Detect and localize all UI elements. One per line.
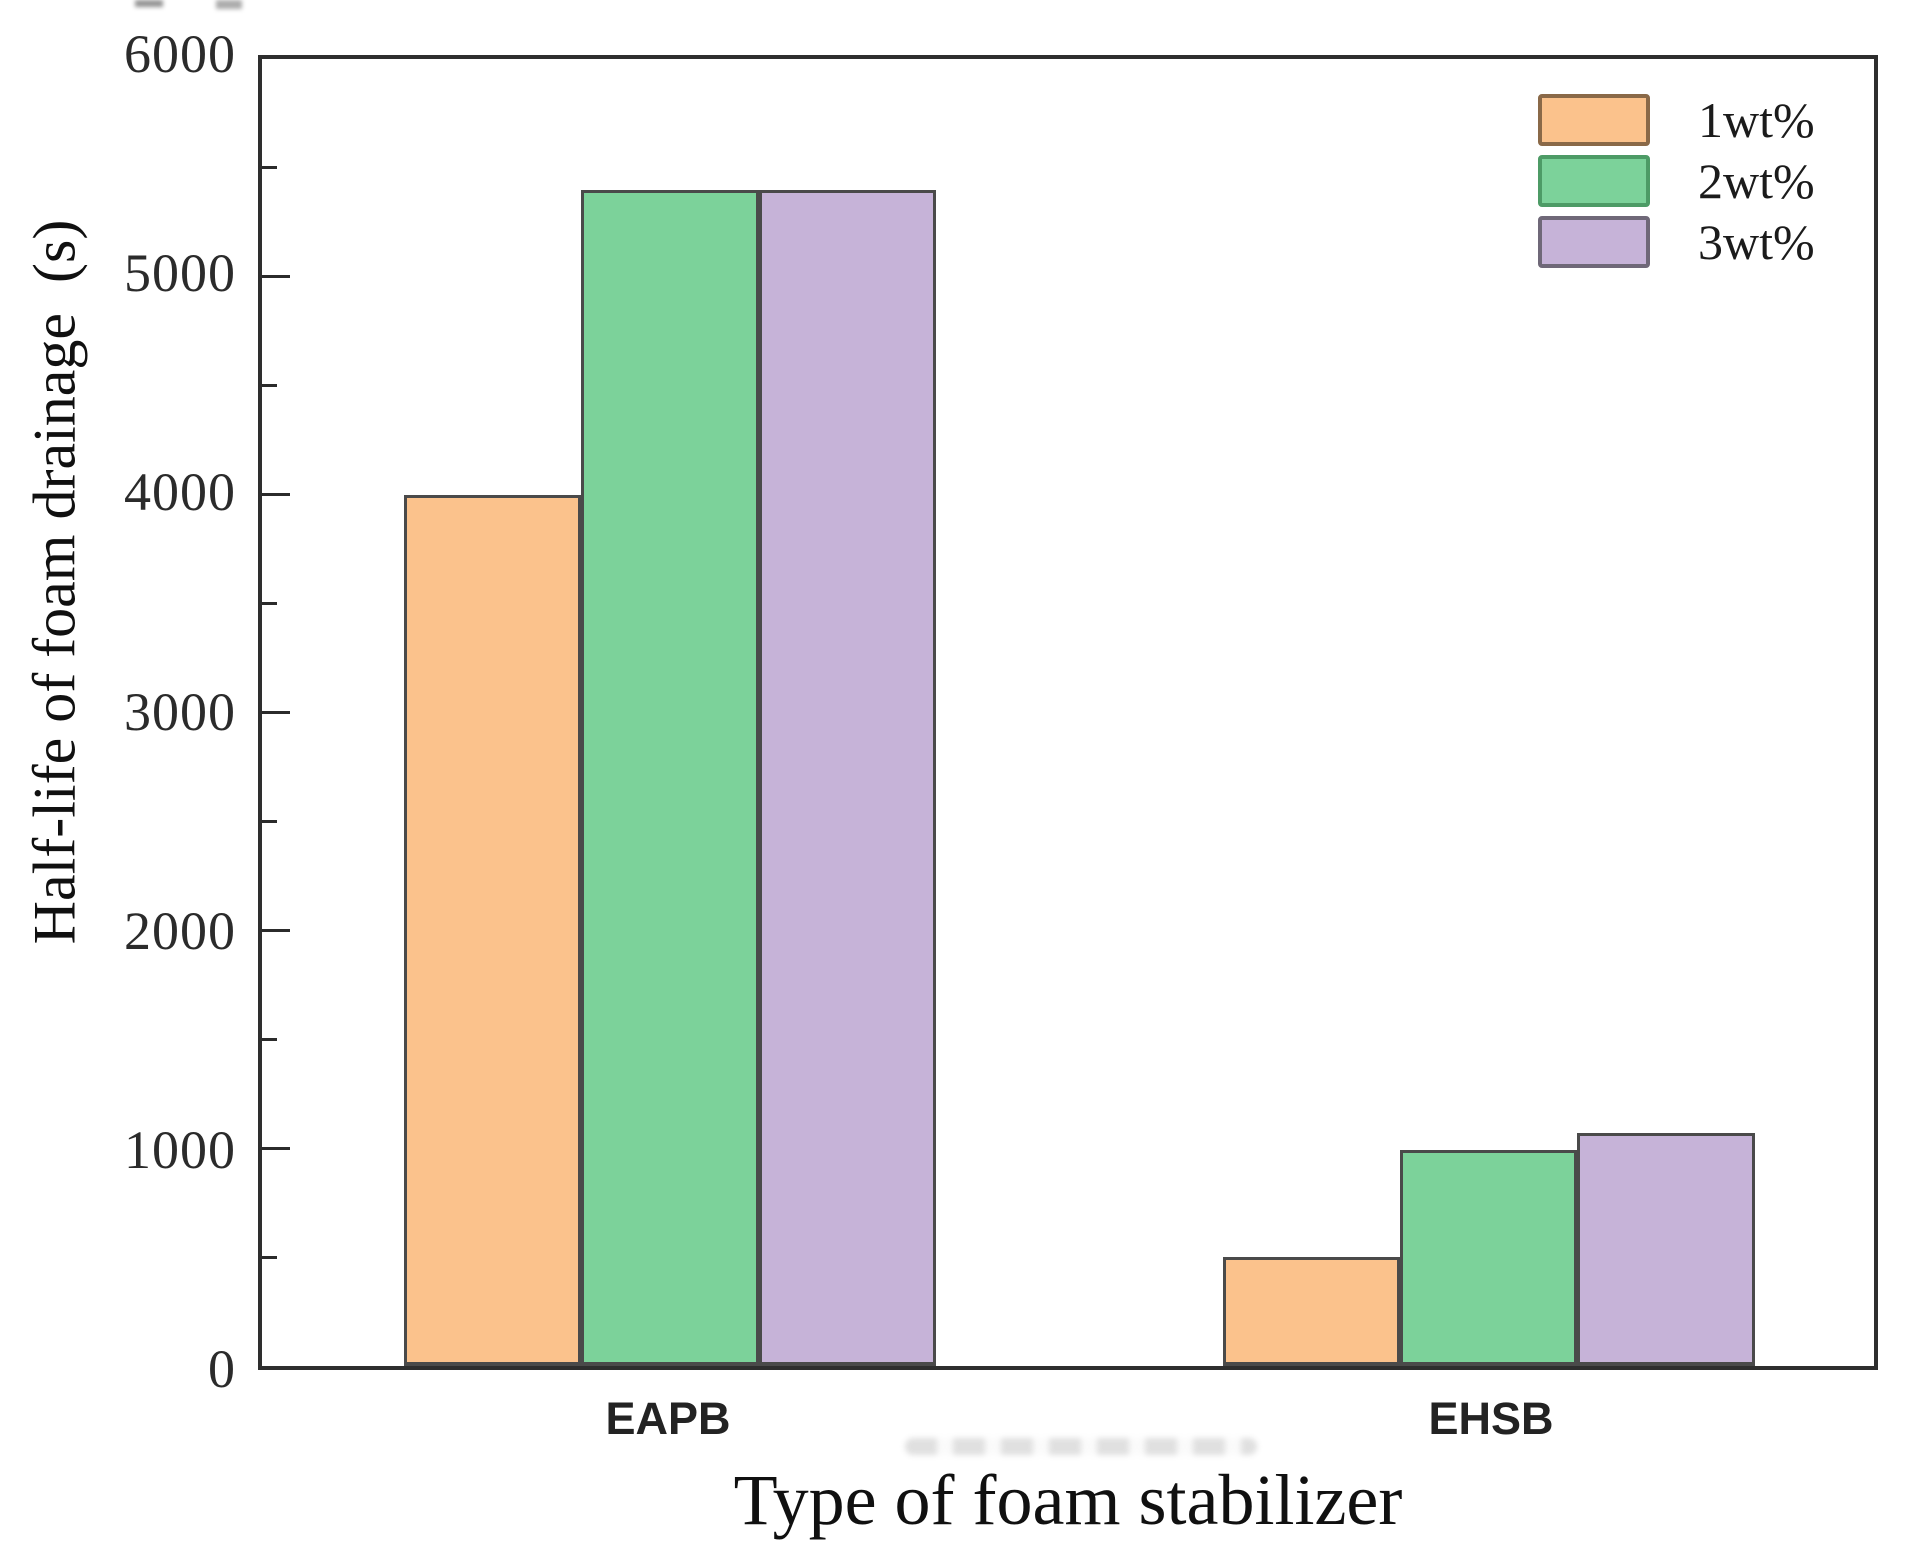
legend-label-1wt%: 1wt% [1698, 92, 1815, 148]
legend-item-2wt%: 2wt% [1538, 155, 1815, 207]
y-minor-tick-1500 [262, 1037, 277, 1041]
y-minor-tick-4500 [262, 384, 277, 388]
bar-eapb-2wt% [581, 189, 759, 1366]
artifact-top-edge-2 [216, 0, 242, 9]
y-tick-label-5000: 5000 [124, 243, 236, 304]
artifact-smudge [905, 1438, 1257, 1455]
y-tick-label-3000: 3000 [124, 681, 236, 742]
y-minor-tick-2500 [262, 819, 277, 823]
plot-area [258, 55, 1878, 1370]
y-major-tick-4000 [262, 493, 290, 497]
y-tick-label-4000: 4000 [124, 462, 236, 523]
y-minor-tick-3500 [262, 602, 277, 606]
legend-label-2wt%: 2wt% [1698, 153, 1815, 209]
category-label-eapb: EAPB [605, 1393, 731, 1444]
y-axis-title: Half-life of foam drainage (s) [21, 219, 88, 945]
legend-item-1wt%: 1wt% [1538, 94, 1815, 146]
y-major-tick-2000 [262, 928, 290, 932]
legend-item-3wt%: 3wt% [1538, 216, 1815, 268]
y-major-tick-1000 [262, 1146, 290, 1150]
y-major-tick-3000 [262, 711, 290, 714]
y-tick-label-2000: 2000 [124, 900, 236, 961]
bar-ehsb-3wt% [1577, 1132, 1755, 1366]
legend-swatch-2wt% [1538, 155, 1650, 207]
y-tick-label-6000: 6000 [124, 24, 236, 84]
y-tick-label-1000: 1000 [124, 1119, 236, 1180]
y-minor-tick-500 [262, 1255, 277, 1259]
bar-eapb-3wt% [758, 189, 936, 1366]
y-tick-label-0: 0 [208, 1339, 236, 1399]
x-axis-title: Type of foam stabilizer [733, 1460, 1403, 1540]
category-label-ehsb: EHSB [1428, 1393, 1554, 1444]
legend-swatch-1wt% [1538, 94, 1650, 146]
legend-label-3wt%: 3wt% [1698, 214, 1815, 270]
legend: 1wt% 2wt% 3wt% [1538, 94, 1815, 268]
bar-ehsb-2wt% [1400, 1150, 1578, 1366]
bar-ehsb-1wt% [1223, 1257, 1401, 1366]
y-major-tick-5000 [262, 275, 290, 279]
legend-swatch-3wt% [1538, 216, 1650, 268]
artifact-top-edge-1 [135, 0, 163, 7]
bar-eapb-1wt% [404, 494, 582, 1366]
y-minor-tick-5500 [262, 166, 277, 170]
